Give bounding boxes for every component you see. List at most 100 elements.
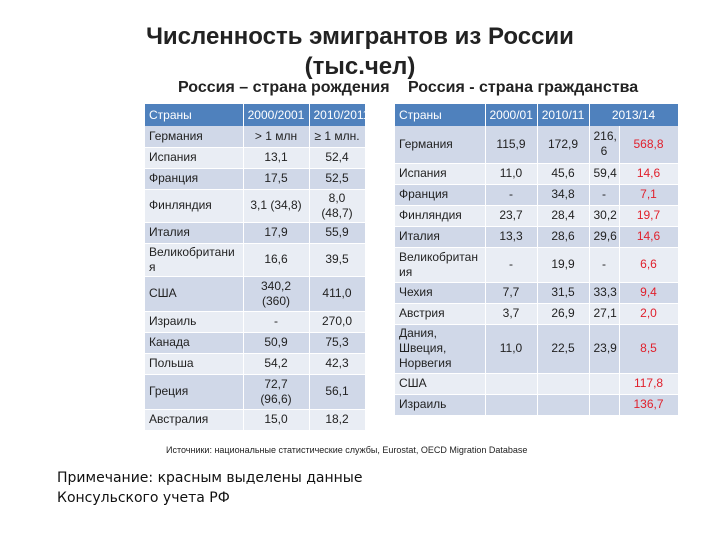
value-cell: 28,4 — [537, 205, 590, 227]
country-cell: Чехия — [395, 282, 486, 304]
table-row: Финляндия 3,1 (34,8) 8,0 (48,7) — [145, 189, 366, 223]
table-row: Великобритан ия -19,9-6,6 — [395, 247, 679, 283]
table-row: Италия 17,9 55,9 — [145, 222, 366, 244]
value-cell: 27,1 — [589, 303, 620, 325]
value-cell — [589, 394, 620, 416]
country-cell: Великобритан ия — [395, 247, 486, 283]
value-cell: 23,9 — [589, 324, 620, 374]
table-header-row: Страны 2000/01 2010/11 2013/14 — [395, 104, 679, 126]
left-table-heading: Россия – страна рождения — [178, 79, 390, 96]
value-cell: 22,5 — [537, 324, 590, 374]
value-cell: - — [485, 184, 538, 206]
value-cell: 13,1 — [243, 147, 310, 169]
table-row: Германия 115,9 172,9 216, 6 568,8 — [395, 126, 679, 164]
value-cell: 6,6 — [619, 247, 679, 283]
country-cell: Израиль — [145, 311, 244, 333]
value-cell: 3,7 — [485, 303, 538, 325]
country-cell: Австрия — [395, 303, 486, 325]
value-cell: 7,7 — [485, 282, 538, 304]
table-row: Чехия 7,7 31,5 33,3 9,4 — [395, 282, 679, 304]
page-title: Численность эмигрантов из России (тыс.че… — [0, 22, 720, 82]
value-cell: 14,6 — [619, 163, 679, 185]
column-header: 2010/11 — [537, 104, 590, 126]
value-cell: 17,5 — [243, 168, 310, 190]
source-note: Источники: национальные статистические с… — [166, 445, 528, 455]
column-header: 2000/2001 — [243, 104, 310, 126]
value-cell: 50,9 — [243, 332, 310, 354]
country-cell: Италия — [395, 226, 486, 248]
country-cell: Испания — [145, 147, 244, 169]
value-cell: > 1 млн — [243, 126, 310, 148]
table-header-row: Страны 2000/2001 2010/2011 — [145, 104, 369, 126]
value-cell: 9,4 — [619, 282, 679, 304]
country-cell: США — [145, 276, 244, 312]
value-cell: - — [485, 247, 538, 283]
value-cell — [589, 373, 620, 395]
value-cell: 270,0 — [309, 311, 366, 333]
value-cell: 45,6 — [537, 163, 590, 185]
value-cell: 117,8 — [619, 373, 679, 395]
table-row: Израиль 136,7 — [395, 394, 679, 416]
country-cell: Великобритани я — [145, 243, 244, 277]
table-row: Польша 54,2 42,3 — [145, 353, 366, 375]
value-cell: 33,3 — [589, 282, 620, 304]
value-cell: 2,0 — [619, 303, 679, 325]
value-cell: 56,1 — [309, 374, 366, 410]
country-cell: Финляндия — [145, 189, 244, 223]
value-cell: 15,0 — [243, 409, 310, 431]
country-cell: Канада — [145, 332, 244, 354]
value-cell: 52,4 — [309, 147, 366, 169]
table-row: Канада 50,9 75,3 — [145, 332, 366, 354]
table-row: Дания, Швеция, Норвегия 11,0 22,5 23,9 8,5 — [395, 324, 679, 374]
column-header: Страны — [145, 104, 244, 126]
value-cell: 11,0 — [485, 324, 538, 374]
country-cell: Франция — [395, 184, 486, 206]
value-cell: 26,9 — [537, 303, 590, 325]
value-cell: 115,9 — [485, 126, 538, 164]
country-cell: Франция — [145, 168, 244, 190]
country-cell: Австралия — [145, 409, 244, 431]
value-cell: 18,2 — [309, 409, 366, 431]
title-line-1: Численность эмигрантов из России — [146, 23, 574, 50]
column-header: 2000/01 — [485, 104, 538, 126]
value-cell: 31,5 — [537, 282, 590, 304]
value-cell: - — [589, 184, 620, 206]
value-cell: 11,0 — [485, 163, 538, 185]
value-cell: 8,5 — [619, 324, 679, 374]
country-cell: Испания — [395, 163, 486, 185]
value-cell: 3,1 (34,8) — [243, 189, 310, 223]
country-cell: Финляндия — [395, 205, 486, 227]
column-header: Страны — [395, 104, 486, 126]
citizenship-country-table: Страны 2000/01 2010/11 2013/14 Германия 1… — [395, 104, 679, 416]
value-cell: 39,5 — [309, 243, 366, 277]
value-cell: 52,5 — [309, 168, 366, 190]
value-cell: 19,9 — [537, 247, 590, 283]
table-row: США 117,8 — [395, 373, 679, 395]
value-cell: 28,6 — [537, 226, 590, 248]
value-cell: 13,3 — [485, 226, 538, 248]
value-cell: 17,9 — [243, 222, 310, 244]
value-cell: 340,2 (360) — [243, 276, 310, 312]
country-cell: Польша — [145, 353, 244, 375]
value-cell: - — [589, 247, 620, 283]
value-cell: 16,6 — [243, 243, 310, 277]
table-row: Италия 13,3 28,6 29,6 14,6 — [395, 226, 679, 248]
country-cell: Германия — [145, 126, 244, 148]
value-cell: 411,0 — [309, 276, 366, 312]
table-row: Франция -34,8-7,1 — [395, 184, 679, 206]
table-row: Испания 13,1 52,4 — [145, 147, 366, 169]
birth-country-table: Страны 2000/2001 2010/2011 Германия > 1 м… — [145, 104, 369, 431]
value-cell: 59,4 — [589, 163, 620, 185]
value-cell: 55,9 — [309, 222, 366, 244]
footnote: Примечание: красным выделены данные Конс… — [57, 470, 363, 506]
value-cell — [537, 394, 590, 416]
table-row: США 340,2 (360) 411,0 — [145, 276, 366, 312]
table-row: Греция 72,7 (96,6) 56,1 — [145, 374, 366, 410]
value-cell: 216, 6 — [589, 126, 620, 164]
value-cell — [537, 373, 590, 395]
value-cell: 75,3 — [309, 332, 366, 354]
column-header: 2010/2011 — [309, 104, 369, 126]
value-cell: 42,3 — [309, 353, 366, 375]
country-cell: Израиль — [395, 394, 486, 416]
value-cell: 14,6 — [619, 226, 679, 248]
